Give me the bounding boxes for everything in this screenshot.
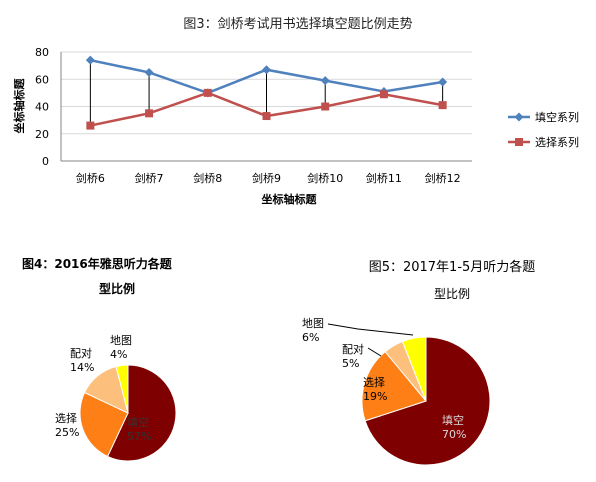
slice-value-label: 14%: [70, 361, 94, 374]
pie-2017-title: 图5：2017年1-5月听力各题: [369, 259, 536, 275]
data-point: [379, 90, 388, 99]
data-point: [85, 55, 95, 65]
slice-value-label: 57%: [127, 430, 151, 443]
legend-label-fill-series: 填空系列: [535, 110, 579, 124]
slice-value-label: 25%: [55, 426, 79, 439]
pie-2017-subtitle: 型比例: [434, 287, 470, 301]
data-point: [262, 112, 271, 121]
y-tick-label: 0: [42, 155, 49, 168]
leader-line: [327, 323, 414, 336]
pie-slice: [106, 364, 177, 462]
x-tick-label: 剑桥11: [366, 171, 402, 185]
x-tick-label: 剑桥12: [425, 171, 461, 185]
x-axis-title: 坐标轴标题: [262, 192, 318, 206]
legend-marker-diamond: [514, 112, 524, 122]
y-tick-label: 60: [35, 73, 49, 86]
pie-slice: [401, 336, 427, 402]
pie-2016-subtitle: 型比例: [99, 281, 135, 296]
y-tick-label: 20: [35, 128, 49, 141]
slice-label: 填空: [127, 415, 149, 429]
pie-slice: [364, 336, 491, 466]
leader-line: [367, 347, 382, 357]
x-tick-label: 剑桥9: [252, 171, 281, 185]
data-point: [86, 121, 95, 130]
slice-value-label: 6%: [302, 331, 319, 344]
slice-value-label: 4%: [110, 348, 127, 361]
slice-value-label: 19%: [363, 390, 387, 403]
line-chart-title: 图3：剑桥考试用书选择填空题比例走势: [183, 16, 412, 32]
x-tick-label: 剑桥8: [193, 171, 222, 185]
legend-label-choice-series: 选择系列: [535, 135, 579, 149]
y-axis-ticks: 0 20 40 60 80: [35, 46, 49, 168]
data-point: [203, 88, 212, 97]
legend: 填空系列 选择系列: [508, 110, 579, 149]
data-point: [438, 77, 448, 87]
series-group: [85, 55, 448, 130]
slice-label: 填空: [442, 413, 464, 427]
pie-slice: [115, 364, 129, 414]
legend-marker-square: [515, 138, 523, 146]
slice-label: 配对: [70, 346, 92, 360]
data-point: [144, 67, 154, 77]
x-tick-label: 剑桥10: [307, 171, 343, 185]
x-axis-ticks: 剑桥6 剑桥7 剑桥8 剑桥9 剑桥10 剑桥11 剑桥12: [76, 171, 461, 185]
pie-slice: [79, 391, 129, 458]
data-point: [321, 102, 330, 111]
pie-slices: [79, 364, 177, 462]
x-tick-label: 剑桥6: [76, 171, 105, 185]
slice-label: 选择: [363, 375, 385, 389]
slice-value-label: 5%: [342, 357, 359, 370]
x-tick-label: 剑桥7: [135, 171, 164, 185]
slice-label: 地图: [302, 317, 324, 330]
slice-label: 配对: [342, 342, 364, 356]
data-point: [438, 101, 447, 110]
slice-label: 地图: [110, 334, 132, 347]
data-point: [145, 109, 154, 118]
y-tick-label: 80: [35, 46, 49, 59]
slice-label: 选择: [55, 411, 77, 425]
data-point: [320, 76, 330, 86]
data-point: [262, 65, 271, 75]
slice-value-label: 70%: [442, 428, 466, 441]
pie-slices: [361, 336, 491, 466]
y-axis-title: 坐标轴标题: [12, 78, 26, 134]
pie-2016-title: 图4：2016年雅思听力各题: [22, 256, 173, 271]
pie-slice: [361, 350, 427, 422]
y-tick-label: 40: [35, 101, 49, 114]
